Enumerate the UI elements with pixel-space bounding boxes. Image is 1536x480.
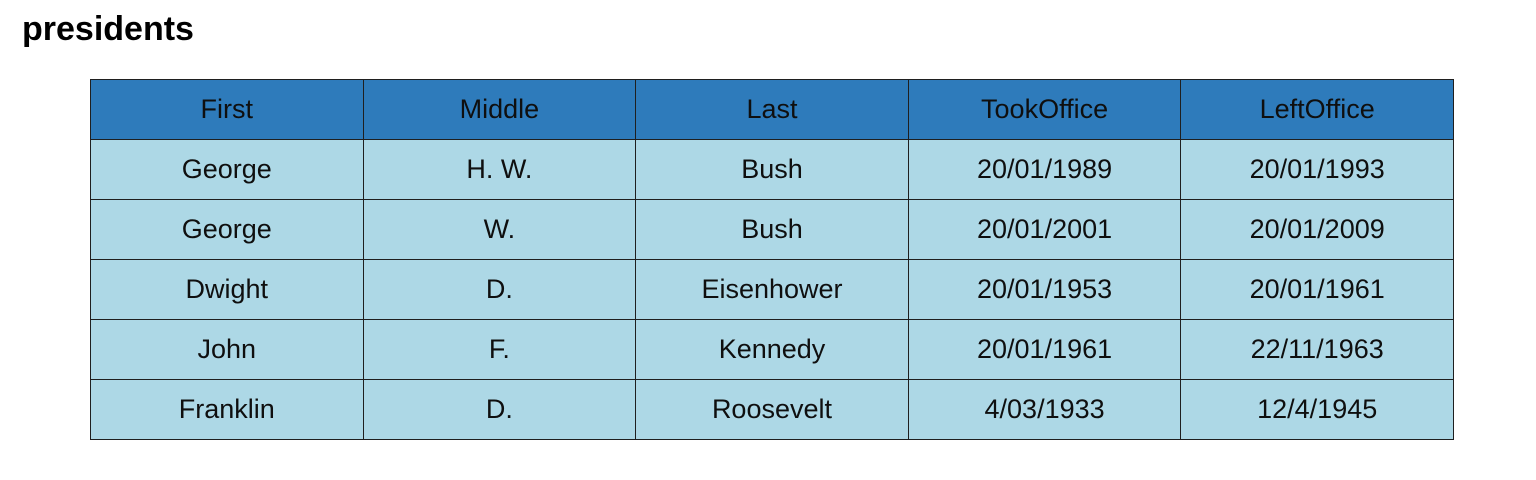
cell-middle: D. [362,379,637,440]
cell-last: Bush [635,139,909,200]
cell-took-office: 20/01/1953 [907,259,1182,320]
column-header-first: First [90,79,364,140]
cell-took-office: 20/01/2001 [907,199,1182,260]
cell-last: Kennedy [635,319,909,380]
cell-last: Bush [635,199,909,260]
presidents-table: First Middle Last TookOffice LeftOffice … [90,79,1454,440]
column-header-took-office: TookOffice [907,79,1182,140]
cell-took-office: 20/01/1961 [907,319,1182,380]
table-row: Franklin D. Roosevelt 4/03/1933 12/4/194… [90,379,1454,440]
cell-left-office: 20/01/1993 [1180,139,1454,200]
column-header-middle: Middle [362,79,637,140]
cell-left-office: 20/01/2009 [1180,199,1454,260]
cell-first: John [90,319,364,380]
cell-last: Roosevelt [635,379,909,440]
table-row: George H. W. Bush 20/01/1989 20/01/1993 [90,139,1454,200]
column-header-left-office: LeftOffice [1180,79,1454,140]
cell-took-office: 20/01/1989 [907,139,1182,200]
column-header-last: Last [635,79,909,140]
page-title: presidents [22,10,194,48]
table-row: George W. Bush 20/01/2001 20/01/2009 [90,199,1454,260]
cell-middle: H. W. [362,139,637,200]
table-header-row: First Middle Last TookOffice LeftOffice [90,79,1454,140]
table-row: John F. Kennedy 20/01/1961 22/11/1963 [90,319,1454,380]
cell-left-office: 20/01/1961 [1180,259,1454,320]
cell-left-office: 22/11/1963 [1180,319,1454,380]
cell-first: George [90,199,364,260]
cell-middle: F. [362,319,637,380]
table-row: Dwight D. Eisenhower 20/01/1953 20/01/19… [90,259,1454,320]
cell-middle: W. [362,199,637,260]
cell-middle: D. [362,259,637,320]
cell-last: Eisenhower [635,259,909,320]
cell-took-office: 4/03/1933 [907,379,1182,440]
cell-left-office: 12/4/1945 [1180,379,1454,440]
cell-first: Franklin [90,379,364,440]
cell-first: George [90,139,364,200]
cell-first: Dwight [90,259,364,320]
